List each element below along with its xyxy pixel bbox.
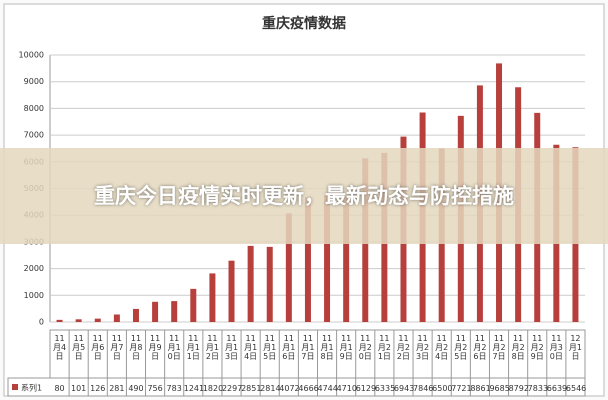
- data-label: 4072: [279, 384, 300, 393]
- y-tick-label: 2000: [24, 264, 44, 273]
- bar: [266, 246, 273, 322]
- data-label: 6335: [374, 384, 396, 393]
- data-label: 6129: [355, 384, 377, 393]
- bar: [152, 301, 159, 322]
- x-tick-label: 11月22日: [396, 334, 411, 361]
- bar: [94, 318, 101, 322]
- data-label: 1241: [183, 384, 205, 393]
- data-label: 6943: [393, 384, 415, 393]
- x-tick-label: 11月5日: [72, 334, 86, 361]
- x-tick-label: 11月14日: [244, 334, 258, 361]
- bar: [171, 301, 178, 322]
- x-tick-label: 11月17日: [301, 334, 315, 361]
- data-label: 8792: [508, 384, 529, 393]
- x-tick-label: 11月18日: [320, 334, 334, 361]
- x-tick-label: 11月25日: [454, 334, 468, 361]
- data-label: 7846: [413, 384, 434, 393]
- y-tick-label: 1000: [24, 291, 44, 300]
- x-tick-label: 11月11日: [186, 334, 200, 361]
- bar: [132, 308, 139, 322]
- data-label: 490: [128, 384, 144, 393]
- data-label: 2297: [221, 384, 243, 393]
- x-tick-label: 11月6日: [91, 334, 105, 361]
- x-tick-label: 11月8日: [129, 334, 143, 361]
- x-tick-label: 11月7日: [110, 334, 124, 361]
- data-label: 4710: [336, 384, 357, 393]
- bar: [343, 196, 350, 322]
- x-tick-label: 12月1日: [568, 334, 582, 361]
- bar: [56, 319, 63, 322]
- data-label: 9685: [489, 384, 510, 393]
- data-label: 101: [71, 384, 87, 393]
- data-label: 1820: [202, 384, 224, 393]
- data-label: 8861: [470, 384, 491, 393]
- data-label: 7721: [451, 384, 472, 393]
- data-label: 4744: [317, 384, 338, 393]
- data-label: 281: [109, 384, 125, 393]
- x-tick-label: 11月21日: [377, 334, 391, 361]
- data-label: 756: [147, 384, 163, 393]
- bar: [324, 195, 331, 322]
- data-label: 6639: [546, 384, 568, 393]
- y-tick-label: 7000: [24, 131, 44, 140]
- bar: [113, 314, 120, 322]
- data-label: 2814: [260, 384, 281, 393]
- x-tick-label: 11月9日: [148, 334, 162, 361]
- x-tick-label: 11月29日: [530, 334, 544, 361]
- x-tick-label: 11月4日: [53, 334, 67, 361]
- data-label: 6500: [432, 384, 453, 393]
- data-label: 2851: [241, 384, 262, 393]
- legend-swatch: [12, 384, 18, 390]
- bar: [228, 260, 235, 322]
- data-label: 7833: [527, 384, 549, 393]
- x-tick-label: 11月23日: [416, 334, 430, 361]
- x-tick-label: 11月19日: [339, 334, 353, 361]
- chart-title: 重庆疫情数据: [262, 15, 346, 32]
- y-tick-label: 9000: [24, 77, 44, 86]
- x-tick-label: 11月28日: [511, 334, 525, 361]
- bar: [75, 319, 82, 322]
- x-tick-label: 11月24日: [435, 334, 449, 361]
- data-label: 126: [90, 384, 106, 393]
- x-tick-label: 11月27日: [492, 334, 506, 361]
- data-label: 80: [54, 384, 65, 393]
- bar: [285, 213, 292, 322]
- x-tick-label: 11月20日: [358, 334, 372, 361]
- data-label: 783: [166, 384, 182, 393]
- data-label: 4666: [298, 384, 319, 393]
- bar: [304, 197, 311, 322]
- table-frame: [7, 377, 586, 397]
- y-tick-label: 10000: [19, 51, 44, 60]
- bar: [247, 245, 254, 322]
- x-tick-label: 11月15日: [263, 334, 277, 361]
- headline-banner: 重庆今日疫情实时更新，最新动态与防控措施: [0, 148, 608, 244]
- x-tick-label: 11月12日: [205, 334, 219, 361]
- legend-label: 系列1: [21, 383, 42, 393]
- data-label: 6546: [565, 384, 587, 393]
- x-tick-label: 11月26日: [473, 334, 487, 361]
- x-tick-label: 11月10日: [167, 334, 181, 361]
- headline: 重庆今日疫情实时更新，最新动态与防控措施: [94, 184, 514, 208]
- x-tick-label: 11月30日: [549, 334, 563, 361]
- x-tick-label: 11月16日: [282, 334, 296, 361]
- x-tick-label: 11月13日: [224, 334, 239, 361]
- y-tick-label: 8000: [24, 104, 44, 113]
- bar: [209, 273, 216, 322]
- y-tick-label: 0: [39, 318, 44, 327]
- bar: [190, 288, 197, 322]
